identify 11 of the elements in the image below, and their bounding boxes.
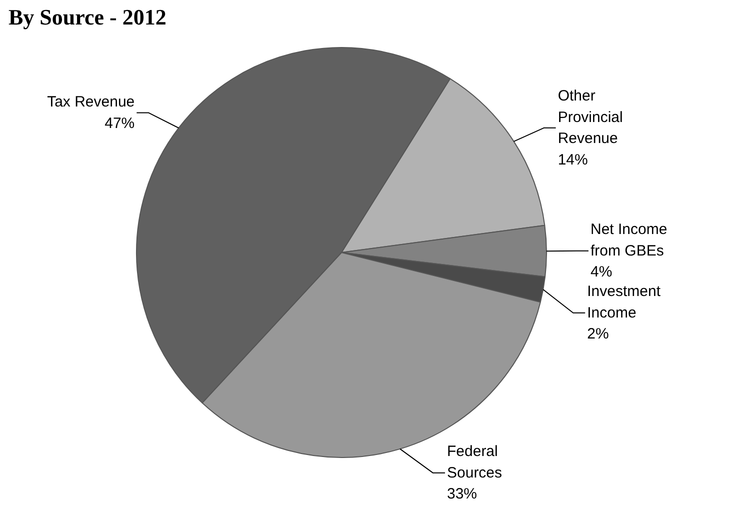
slice-label: Net Income from GBEs [590,221,668,260]
data-label: 47% [104,114,135,132]
slice-label: Federal Sources [447,443,502,482]
data-label: 33% [447,486,478,503]
chart-title: By Source - 2012 [8,4,166,30]
slice-label: Other Provincial Revenue [558,88,623,148]
slice-label: Tax Revenue [47,94,135,111]
data-label: 14% [558,151,588,168]
data-label: 4% [590,264,612,281]
slice-label: Investment Income [587,283,662,322]
data-label: 2% [587,326,609,343]
